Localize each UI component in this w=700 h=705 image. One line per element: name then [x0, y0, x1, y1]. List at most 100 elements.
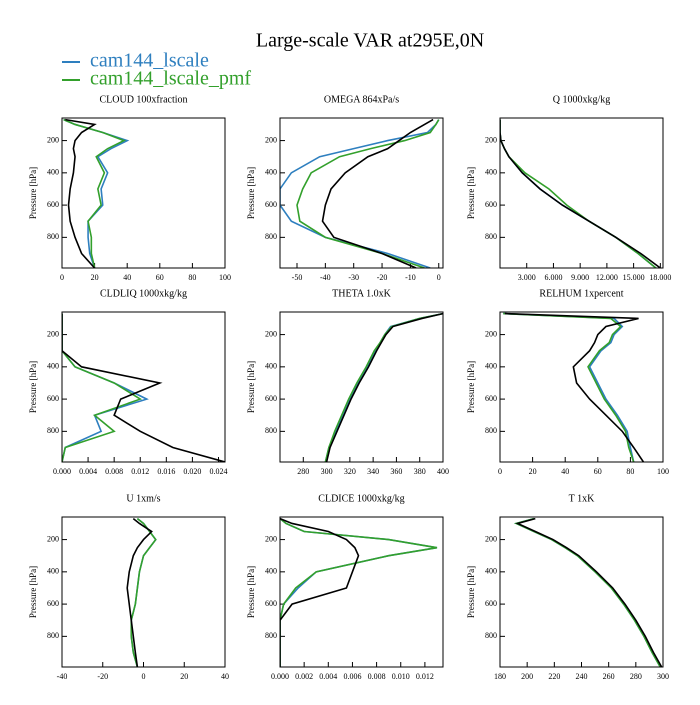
y-tick-label: 600	[265, 394, 277, 403]
plot-frame	[279, 516, 444, 668]
profile-line	[325, 312, 443, 462]
y-tick-label: 600	[265, 599, 277, 608]
x-tick-label: 0.024	[209, 467, 227, 476]
x-tick-label: 100	[657, 467, 669, 476]
y-tick-label: 200	[485, 135, 497, 144]
y-tick-label: 800	[485, 631, 497, 640]
y-tick-label: 600	[485, 394, 497, 403]
panel-title: Q 1000xkg/kg	[553, 94, 611, 105]
y-tick-label: 200	[485, 534, 497, 543]
y-tick-label: 600	[265, 200, 277, 209]
x-tick-label: 0.020	[183, 467, 201, 476]
y-tick-label: 600	[485, 599, 497, 608]
x-tick-label: 380	[414, 467, 426, 476]
y-tick-label: 400	[485, 567, 497, 576]
profile-line	[62, 313, 149, 462]
profile-line	[280, 517, 438, 667]
y-tick-label: 200	[265, 329, 277, 338]
panel-title: U 1xm/s	[126, 493, 160, 504]
y-tick-label: 600	[47, 599, 59, 608]
profile-line	[65, 118, 97, 268]
y-tick-label: 200	[265, 534, 277, 543]
x-tick-label: -50	[292, 273, 303, 282]
x-tick-label: 240	[576, 672, 588, 681]
y-tick-label: 400	[265, 362, 277, 371]
x-tick-label: 220	[548, 672, 560, 681]
x-tick-label: 320	[344, 467, 356, 476]
y-tick-label: 200	[265, 135, 277, 144]
x-tick-label: 20	[529, 467, 537, 476]
panel-title: THETA 1.0xK	[332, 288, 391, 299]
y-tick-label: 800	[265, 426, 277, 435]
plot-frame	[61, 311, 226, 463]
profile-line	[130, 517, 157, 667]
x-tick-label: 60	[156, 273, 164, 282]
profile-line	[504, 312, 645, 462]
profile-line	[503, 312, 635, 462]
x-tick-label: 0.004	[319, 672, 337, 681]
panel-title: RELHUM 1xpercent	[539, 288, 623, 299]
x-tick-label: 400	[437, 467, 449, 476]
x-tick-label: 0.008	[105, 467, 123, 476]
y-tick-label: 800	[265, 232, 277, 241]
y-tick-label: 800	[265, 631, 277, 640]
x-tick-label: 20	[180, 672, 188, 681]
y-tick-label: 400	[47, 362, 59, 371]
plot-frame	[499, 117, 664, 269]
profile-line	[503, 312, 635, 462]
x-tick-label: 340	[367, 467, 379, 476]
x-tick-label: 80	[626, 467, 634, 476]
legend-label: cam144_lscale_pmf	[90, 68, 251, 90]
x-tick-label: 300	[321, 467, 333, 476]
panel-title: CLDICE 1000xkg/kg	[318, 493, 404, 504]
plot-frame	[61, 117, 226, 269]
y-tick-label: 200	[47, 534, 59, 543]
y-tick-label: 800	[47, 232, 59, 241]
x-tick-label: 15.000	[623, 273, 645, 282]
plot-frame	[279, 117, 444, 269]
x-tick-label: 0	[142, 672, 146, 681]
y-axis-label: Pressure [hPa]	[466, 566, 476, 618]
x-tick-label: 0	[60, 273, 64, 282]
profile-line	[63, 118, 126, 268]
x-tick-label: 0	[498, 467, 502, 476]
x-tick-label: 0.012	[131, 467, 149, 476]
y-tick-label: 600	[47, 200, 59, 209]
x-tick-label: 0.012	[416, 672, 434, 681]
profile-line	[500, 119, 661, 268]
y-tick-label: 400	[485, 168, 497, 177]
x-tick-label: 0.004	[79, 467, 97, 476]
x-tick-label: 0.006	[343, 672, 361, 681]
y-tick-label: 200	[47, 135, 59, 144]
x-tick-label: 0.008	[368, 672, 386, 681]
profile-line	[500, 119, 657, 268]
x-tick-label: 280	[297, 467, 309, 476]
y-axis-label: Pressure [hPa]	[28, 361, 38, 413]
profile-line	[513, 517, 661, 667]
x-tick-label: 20	[91, 273, 99, 282]
x-tick-label: 40	[561, 467, 569, 476]
x-tick-label: 40	[221, 672, 229, 681]
x-tick-label: -10	[405, 273, 416, 282]
y-tick-label: 800	[47, 426, 59, 435]
y-tick-label: 200	[485, 329, 497, 338]
panel-title: CLOUD 100xfraction	[99, 94, 187, 105]
x-tick-label: 180	[494, 672, 506, 681]
y-tick-label: 400	[485, 362, 497, 371]
profile-line	[63, 118, 130, 268]
profile-line	[280, 517, 438, 667]
y-axis-label: Pressure [hPa]	[246, 566, 256, 618]
x-tick-label: 80	[188, 273, 196, 282]
x-tick-label: -20	[377, 273, 388, 282]
profile-line	[324, 312, 443, 462]
x-tick-label: 40	[123, 273, 131, 282]
x-tick-label: 0.002	[295, 672, 313, 681]
profile-line	[500, 119, 657, 268]
panel-title: CLDLIQ 1000xkg/kg	[100, 288, 187, 299]
x-tick-label: 100	[219, 273, 231, 282]
y-tick-label: 400	[47, 567, 59, 576]
plot-frame	[61, 516, 226, 668]
y-axis-label: Pressure [hPa]	[466, 167, 476, 219]
x-tick-label: 0.000	[271, 672, 289, 681]
x-tick-label: 360	[390, 467, 402, 476]
